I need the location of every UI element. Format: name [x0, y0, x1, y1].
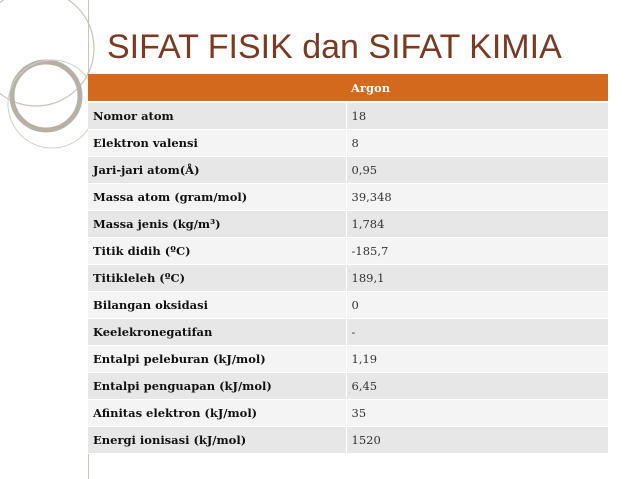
table-row: Energi ionisasi (kJ/mol) 1520: [88, 425, 608, 454]
property-value: 1,784: [346, 209, 608, 238]
table-row: Bilangan oksidasi 0: [88, 290, 608, 319]
header-cell-property: [88, 74, 346, 103]
property-value: 0: [346, 290, 608, 319]
property-name: Entalpi penguapan (kJ/mol): [88, 371, 347, 400]
arc-outer: [0, 0, 95, 107]
property-name: Massa jenis (kg/m³): [88, 209, 347, 238]
table-row: Massa jenis (kg/m³) 1,784: [88, 209, 608, 238]
property-name: Titik didih (ºC): [88, 236, 347, 265]
property-name: Massa atom (gram/mol): [88, 182, 347, 211]
property-value: 189,1: [346, 263, 608, 292]
table-row: Massa atom (gram/mol) 39,348: [88, 182, 608, 211]
property-value: 6,45: [346, 371, 608, 400]
property-name: Titikleleh (ºC): [88, 263, 347, 292]
property-value: -: [346, 317, 608, 346]
table-row: Entalpi penguapan (kJ/mol) 6,45: [88, 371, 608, 400]
property-value: 18: [346, 101, 608, 130]
property-name: Bilangan oksidasi: [88, 290, 347, 319]
table-row: Keelekronegatifan -: [88, 317, 608, 346]
slide-title: SIFAT FISIK dan SIFAT KIMIA: [107, 28, 562, 66]
table-row: Nomor atom 18: [88, 101, 608, 130]
table-row: Entalpi peleburan (kJ/mol) 1,19: [88, 344, 608, 373]
table-row: Afinitas elektron (kJ/mol) 35: [88, 398, 608, 427]
table-row: Jari-jari atom(Å) 0,95: [88, 155, 608, 184]
table-header-row: Argon: [88, 74, 608, 103]
property-name: Elektron valensi: [88, 128, 347, 157]
table-row: Elektron valensi 8: [88, 128, 608, 157]
properties-table: Argon Nomor atom 18 Elektron valensi 8 J…: [88, 74, 608, 454]
property-value: 8: [346, 128, 608, 157]
arc-thick: [9, 59, 83, 133]
property-name: Entalpi peleburan (kJ/mol): [88, 344, 347, 373]
table-row: Titik didih (ºC) -185,7: [88, 236, 608, 265]
property-value: 0,95: [346, 155, 608, 184]
property-name: Energi ionisasi (kJ/mol): [88, 425, 347, 454]
property-name: Afinitas elektron (kJ/mol): [88, 398, 347, 427]
table-row: Titikleleh (ºC) 189,1: [88, 263, 608, 292]
property-name: Jari-jari atom(Å): [88, 155, 347, 184]
property-value: 1520: [346, 425, 608, 454]
header-cell-argon: Argon: [346, 74, 608, 103]
property-name: Keelekronegatifan: [88, 317, 347, 346]
property-value: 35: [346, 398, 608, 427]
property-value: 39,348: [346, 182, 608, 211]
property-value: -185,7: [346, 236, 608, 265]
property-name: Nomor atom: [88, 101, 347, 130]
property-value: 1,19: [346, 344, 608, 373]
